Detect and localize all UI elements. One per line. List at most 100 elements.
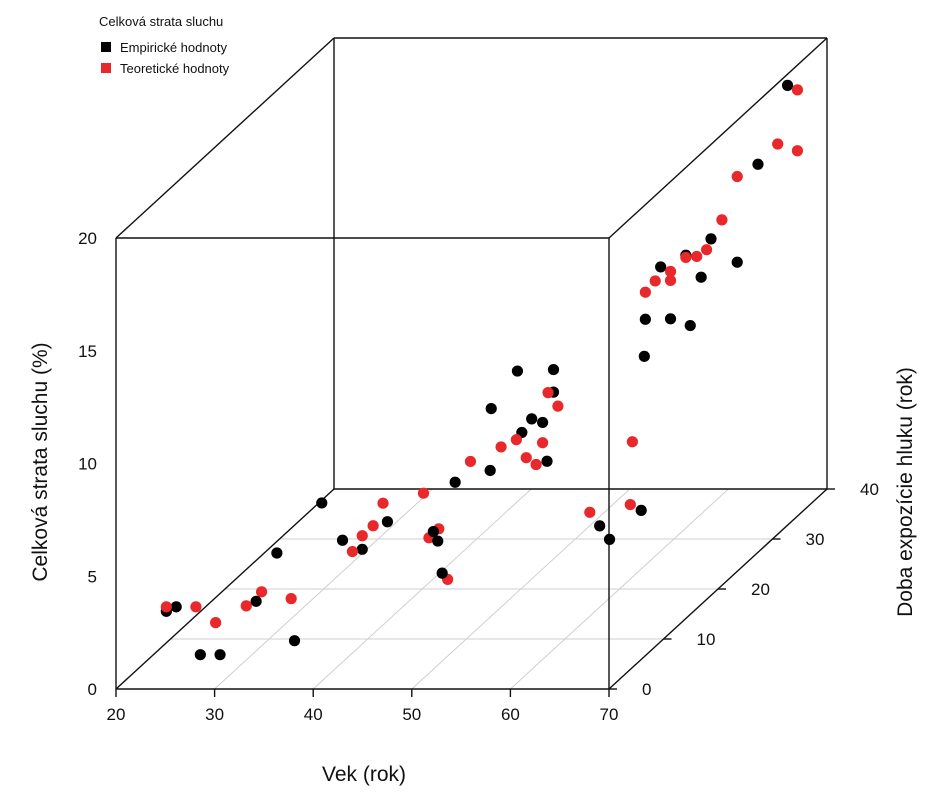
teoreticke-point (464, 455, 477, 468)
x-tick-label: 20 (107, 705, 126, 724)
teoreticke-point (190, 601, 202, 613)
z-tick-label: 0 (88, 680, 97, 699)
teoreticke-point (680, 251, 692, 264)
teoreticke-point (537, 437, 549, 449)
empiricke-point (511, 365, 524, 377)
empiricke-point (664, 313, 677, 325)
teoreticke-point (285, 593, 297, 605)
empiricke-point (537, 416, 549, 429)
teoreticke-point (495, 441, 507, 453)
data-points (160, 79, 804, 661)
teoreticke-point (367, 520, 379, 532)
empiricke-point (432, 535, 444, 547)
y-tick-label: 30 (806, 530, 825, 549)
empiricke-point (541, 455, 553, 467)
empiricke-point (288, 635, 301, 647)
teoreticke-point (510, 434, 522, 446)
empiricke-point (547, 363, 560, 376)
teoreticke-point (542, 387, 554, 399)
teoreticke-point (530, 458, 542, 471)
x-tick-label: 60 (501, 705, 520, 724)
box-edge (608, 37, 828, 239)
z-tick-label: 20 (78, 229, 97, 248)
teoreticke-point (639, 286, 651, 298)
y-axis-title: Doba expozície hluku (rok) (894, 367, 917, 617)
z-tick-label: 10 (78, 455, 97, 474)
empiricke-point (603, 533, 616, 545)
empiricke-point (194, 649, 206, 661)
teoreticke-point (255, 586, 268, 598)
teoreticke-point (791, 84, 804, 96)
y-tick-label: 10 (697, 630, 716, 649)
y-tick-label: 40 (860, 480, 879, 499)
box-edge (115, 488, 335, 690)
empiricke-point (427, 525, 439, 538)
axes: 20 30 40 50 60 70 0 5 10 15 20 0 10 20 30 40 (78, 229, 879, 724)
teoreticke-point (731, 170, 743, 183)
x-tick-label: 70 (600, 705, 619, 724)
teoreticke-point (520, 452, 532, 464)
teoreticke-point (160, 601, 172, 613)
teoreticke-point (240, 600, 252, 612)
empiricke-point (271, 547, 283, 559)
empiricke-point (436, 567, 448, 579)
teoreticke-point (346, 545, 358, 558)
z-axis-title: Celková strata sluchu (%) (29, 342, 52, 581)
box-edge (115, 37, 335, 239)
empiricke-point (635, 504, 647, 516)
empiricke-point (752, 158, 764, 170)
teoreticke-point (356, 530, 368, 542)
legend-label-teoreticke: Teoretické hodnoty (120, 61, 230, 76)
empiricke-point (684, 319, 696, 332)
teoreticke-point (791, 145, 804, 157)
empiricke-point (485, 403, 497, 415)
empiricke-point (381, 516, 394, 528)
empiricke-point (526, 413, 538, 425)
empiricke-point (655, 261, 667, 273)
teoreticke-point (716, 214, 728, 226)
empiricke-point (639, 313, 651, 325)
plot-box (115, 37, 828, 690)
empiricke-point (484, 464, 496, 477)
empiricke-point (594, 520, 606, 532)
y-tick-label: 20 (751, 580, 770, 599)
teoreticke-point (584, 506, 596, 518)
x-tick-label: 50 (402, 705, 421, 724)
legend-swatch-empiricke (101, 42, 111, 52)
teoreticke-point (624, 498, 636, 511)
teoreticke-point (664, 274, 677, 287)
empiricke-point (731, 256, 743, 268)
teoreticke-point (701, 244, 713, 256)
empiricke-point (781, 79, 794, 91)
empiricke-point (695, 271, 707, 283)
teoreticke-point (377, 497, 389, 509)
teoreticke-point (664, 265, 677, 278)
legend-title: Celková strata sluchu (99, 14, 223, 29)
teoreticke-point (649, 275, 661, 287)
empiricke-point (336, 534, 349, 546)
z-tick-label: 5 (88, 567, 97, 586)
empiricke-point (638, 350, 650, 362)
x-tick-label: 30 (205, 705, 224, 724)
legend-label-empiricke: Empirické hodnoty (120, 40, 227, 55)
empiricke-point (356, 543, 368, 555)
y-tick-label: 0 (642, 680, 651, 699)
legend-swatch-teoreticke (101, 63, 111, 73)
empiricke-point (705, 233, 717, 245)
empiricke-point (449, 476, 461, 488)
x-axis-title: Vek (rok) (322, 763, 406, 786)
teoreticke-point (552, 400, 564, 412)
z-tick-label: 15 (78, 342, 97, 361)
teoreticke-point (210, 617, 222, 629)
teoreticke-point (626, 436, 638, 448)
legend: Celková strata sluchu Empirické hodnoty … (99, 14, 230, 76)
empiricke-point (170, 601, 182, 613)
empiricke-point (316, 497, 328, 509)
teoreticke-point (772, 138, 784, 150)
teoreticke-point (417, 487, 430, 499)
x-tick-label: 40 (304, 705, 323, 724)
teoreticke-point (691, 250, 703, 263)
empiricke-point (214, 649, 226, 661)
empiricke-point (250, 595, 262, 607)
